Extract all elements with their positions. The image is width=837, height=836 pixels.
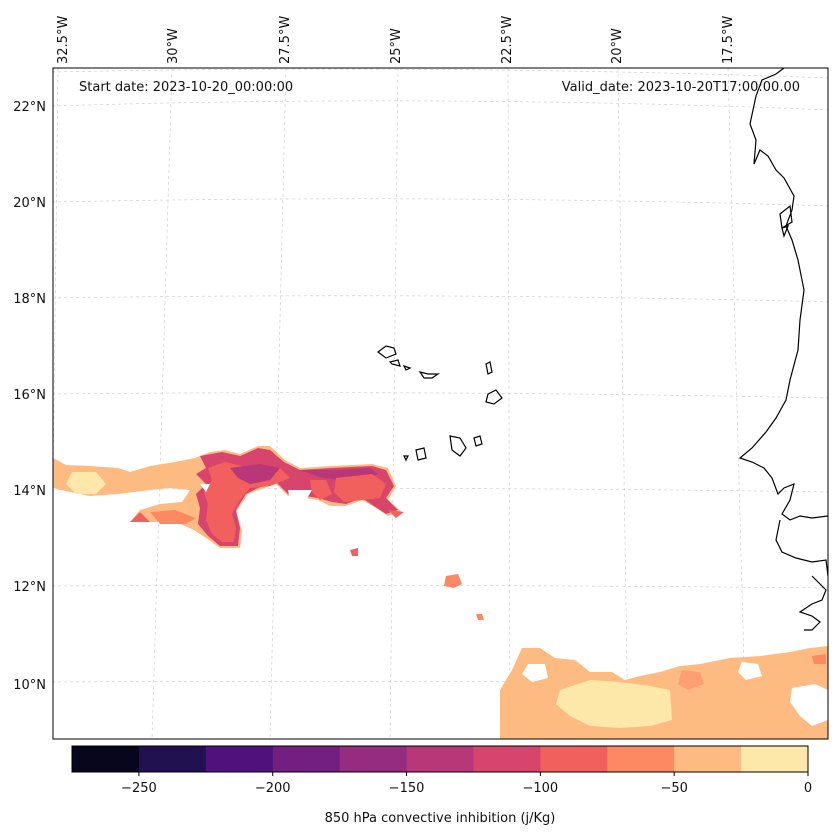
lat-label: 20°N [13, 196, 46, 211]
lat-labels: 22°N 20°N 18°N 16°N 14°N 12°N 10°N [13, 100, 46, 693]
colorbar-tick-label: −150 [389, 781, 425, 796]
colorbar-tick-label: −200 [255, 781, 291, 796]
colorbar-segment [473, 746, 541, 772]
colorbar [72, 746, 809, 772]
colorbar-segment [72, 746, 140, 772]
colorbar-segment [406, 746, 474, 772]
colorbar-segment [741, 746, 809, 772]
cin-contours-west [53, 446, 484, 620]
lon-label: 20°W [610, 28, 625, 64]
coastlines [377, 68, 828, 631]
colorbar-border [71, 745, 809, 773]
lon-label: 27.5°W [278, 16, 293, 64]
lat-label: 22°N [13, 100, 46, 115]
lat-label: 14°N [13, 484, 46, 499]
colorbar-segment [339, 746, 408, 772]
cin-contours-south [500, 646, 828, 739]
colorbar-segment [540, 746, 608, 772]
lon-label: 22.5°W [500, 16, 515, 64]
lon-label: 30°W [166, 28, 181, 64]
colorbar-tick-label: −100 [523, 781, 559, 796]
colorbar-tick-label: −50 [660, 781, 687, 796]
valid-date-label: Valid_date: 2023-10-20T17:00:00.00 [562, 80, 800, 95]
colorbar-tick-label: −250 [121, 781, 157, 796]
map-area [53, 68, 828, 739]
map-border [52, 67, 829, 740]
start-date-label: Start date: 2023-10-20_00:00:00 [79, 80, 293, 95]
colorbar-segment [205, 746, 274, 772]
lon-labels: 32.5°W 30°W 27.5°W 25°W 22.5°W 20°W 17.5… [56, 16, 736, 64]
colorbar-segment [607, 746, 675, 772]
lat-label: 10°N [13, 678, 46, 693]
lat-label: 12°N [13, 580, 46, 595]
colorbar-label: 850 hPa convective inhibition (j/Kg) [325, 811, 556, 826]
colorbar-segment [138, 746, 207, 772]
lat-label: 18°N [13, 292, 46, 307]
lon-label: 25°W [389, 28, 404, 64]
colorbar-segment [272, 746, 341, 772]
lon-label: 32.5°W [56, 16, 71, 64]
lon-label: 17.5°W [721, 16, 736, 64]
colorbar-tick-label: 0 [804, 781, 812, 796]
colorbar-segment [674, 746, 742, 772]
lat-label: 16°N [13, 388, 46, 403]
colorbar-ticks: −250 −200 −150 −100 −50 0 [121, 772, 812, 796]
